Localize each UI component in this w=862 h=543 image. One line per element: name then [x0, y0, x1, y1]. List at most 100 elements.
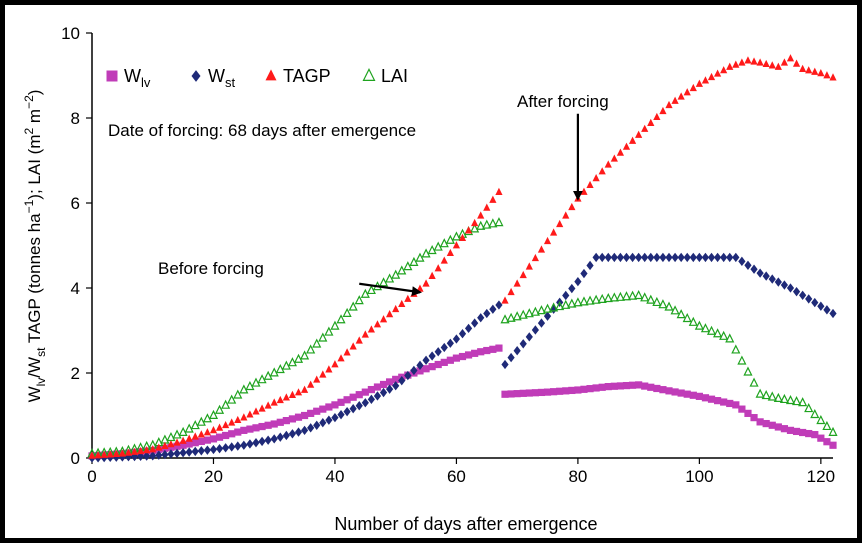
data-point-tagp [756, 58, 764, 66]
x-tick-label: 20 [204, 467, 223, 486]
data-point-wst [319, 418, 327, 428]
data-point-wst [671, 252, 679, 263]
data-point-tagp [185, 434, 193, 442]
y-tick-label: 6 [71, 194, 80, 213]
data-point-tagp [379, 315, 388, 323]
data-point-lai [300, 350, 310, 360]
data-point-tagp [100, 450, 108, 458]
data-point-wlv [264, 421, 272, 429]
data-point-tagp [416, 284, 424, 292]
data-point-wst [410, 365, 418, 376]
data-point-wst [337, 409, 345, 420]
data-point-lai [409, 256, 419, 266]
data-point-wst [209, 444, 218, 455]
data-point-wlv [671, 388, 679, 396]
data-point-lai [761, 390, 771, 400]
data-point-lai [172, 429, 182, 439]
data-point-wst [732, 252, 740, 263]
data-point-tagp [173, 438, 181, 446]
data-point-wst [307, 423, 315, 433]
data-point-wst [610, 252, 618, 263]
data-point-wlv [568, 386, 576, 395]
data-point-wst [598, 252, 606, 263]
data-point-lai [178, 426, 188, 436]
data-point-wst [355, 401, 363, 411]
ylabel-tagp-text: TAGP (tonnes ha [25, 213, 44, 348]
data-point-wlv [282, 417, 290, 425]
x-tick-label: 80 [568, 467, 587, 486]
data-point-wst [300, 425, 309, 436]
data-point-lai [524, 308, 534, 318]
data-point-wst [222, 443, 230, 453]
data-point-tagp [562, 211, 570, 219]
data-point-lai [561, 299, 571, 309]
data-point-lai [597, 293, 607, 303]
data-point-wlv [774, 423, 782, 431]
data-point-wlv [167, 443, 175, 451]
data-point-tagp [155, 443, 163, 451]
data-point-tagp [720, 66, 728, 74]
data-point-wlv [367, 385, 375, 394]
data-point-lai [706, 325, 717, 335]
data-point-tagp [404, 294, 412, 302]
plot-area: 0 20 40 60 80 100 120 0 2 4 6 8 10 [61, 24, 838, 486]
data-point-wst [483, 308, 491, 319]
data-point-tagp [659, 106, 667, 115]
data-point-lai [682, 312, 692, 323]
data-point-wst [464, 323, 473, 334]
data-point-tagp [203, 428, 212, 436]
data-point-tagp [446, 248, 454, 257]
ylabel-lai-text: ); LAI (m [25, 135, 44, 200]
data-point-wlv [689, 391, 697, 399]
data-point-tagp [525, 262, 533, 270]
data-point-wst [428, 351, 436, 361]
data-point-wlv [440, 358, 448, 366]
y-tick-label: 8 [71, 109, 80, 128]
data-point-wlv [240, 426, 248, 434]
data-point-tagp [568, 202, 576, 211]
data-point-wlv [258, 422, 266, 431]
data-point-wlv [422, 365, 430, 373]
data-point-wlv [543, 388, 552, 396]
data-point-wlv [355, 391, 363, 399]
before-forcing-label: Before forcing [158, 259, 264, 278]
data-point-lai [785, 394, 796, 405]
data-point-tagp [762, 59, 770, 68]
data-point-wst [130, 451, 139, 462]
data-point-wlv [300, 411, 309, 420]
data-point-tagp [713, 69, 722, 77]
data-point-lai [627, 290, 638, 300]
data-point-wlv [507, 390, 515, 398]
data-point-tagp [622, 142, 631, 150]
data-point-wlv [537, 388, 546, 397]
x-tick-label: 60 [447, 467, 466, 486]
data-point-wst [701, 252, 710, 263]
data-point-lai [306, 344, 316, 354]
data-point-tagp [477, 211, 485, 219]
data-point-wlv [386, 378, 394, 386]
data-point-wst [616, 252, 625, 263]
data-point-wst [677, 252, 685, 263]
data-point-lai [518, 309, 528, 319]
data-point-wst [586, 260, 594, 271]
data-point-lai [500, 314, 510, 324]
data-point-tagp [671, 96, 679, 104]
legend-label: Wst [208, 66, 236, 90]
data-point-tagp [94, 451, 102, 459]
legend-item-lai: LAI [362, 66, 408, 86]
data-point-wst [622, 252, 631, 263]
data-point-lai [482, 219, 492, 229]
data-point-wlv [361, 388, 369, 396]
data-point-tagp [270, 398, 278, 406]
data-point-wlv [525, 389, 533, 397]
data-point-wst [373, 391, 382, 401]
data-point-wlv [294, 413, 303, 421]
data-point-lai [287, 357, 298, 367]
data-point-tagp [386, 310, 394, 318]
x-tick-label: 0 [87, 467, 96, 486]
y-tick-label: 10 [61, 24, 80, 43]
data-point-tagp [367, 325, 375, 333]
data-point-wlv [799, 428, 807, 437]
data-point-tagp [106, 450, 114, 458]
data-point-wst [817, 301, 825, 311]
